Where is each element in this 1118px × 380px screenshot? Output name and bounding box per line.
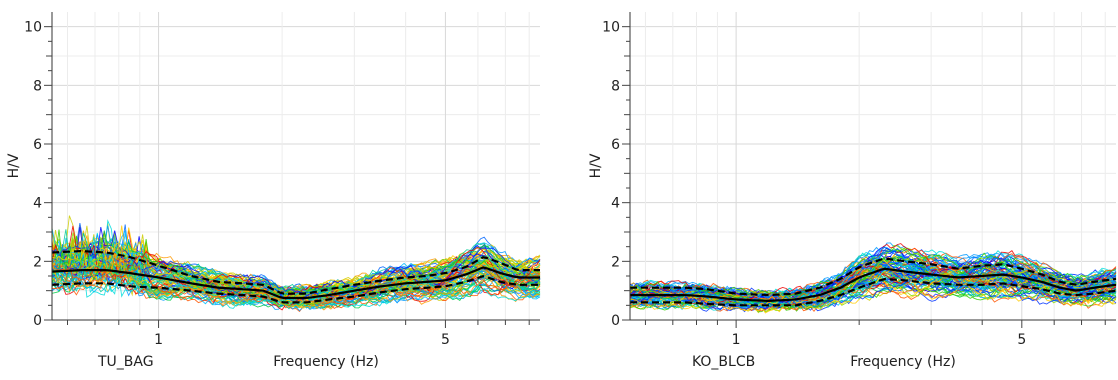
x-tick-label: 5 (441, 332, 450, 348)
mean-plus-std-curve (630, 257, 1117, 297)
y-axis-label: H/V (588, 153, 604, 178)
y-tick-label: 2 (33, 254, 42, 270)
hv-chart-2: 0 2 4 6 8 10 1 5 H/V KO_BLCB Frequency (Hz) (588, 12, 1117, 370)
y-axis-label: H/V (6, 153, 22, 178)
y-tick-label: 8 (611, 78, 620, 94)
mean-minus-std-curve (630, 277, 1117, 307)
station-label: KO_BLCB (692, 354, 755, 370)
y-tick-label: 4 (33, 196, 42, 212)
y-tick-label: 0 (33, 313, 42, 329)
window-curve (51, 246, 541, 308)
y-tick-label: 0 (611, 313, 620, 329)
x-tick-label: 1 (154, 332, 163, 348)
window-curve (629, 251, 1117, 303)
mean-curve (630, 267, 1117, 303)
y-tick-label: 2 (611, 254, 620, 270)
window-curves (629, 242, 1117, 314)
x-tick-label: 1 (732, 332, 741, 348)
y-tick-label: 8 (33, 78, 42, 94)
hv-chart-1: 0 2 4 6 8 10 1 5 H/V TU_BAG Frequency (Hz) (6, 12, 541, 370)
window-curve (629, 264, 1117, 309)
mean-curve (51, 266, 540, 300)
window-curve (51, 229, 541, 303)
x-axis-label: Frequency (Hz) (850, 354, 956, 370)
x-axis-label: Frequency (Hz) (273, 354, 379, 370)
window-curve (629, 273, 1117, 313)
window-curve (629, 246, 1117, 301)
window-curve (51, 230, 541, 293)
y-tick-label: 6 (33, 137, 42, 153)
y-tick-label: 10 (602, 20, 620, 36)
y-tick-label: 10 (24, 20, 42, 36)
window-curve (629, 267, 1117, 308)
station-label: TU_BAG (97, 354, 154, 370)
mean-minus-std-curve (51, 275, 540, 304)
y-tick-label: 4 (611, 196, 620, 212)
mean-plus-std-curve (51, 249, 540, 295)
window-curve (629, 255, 1117, 301)
x-tick-label: 5 (1017, 332, 1026, 348)
y-tick-label: 6 (611, 137, 620, 153)
